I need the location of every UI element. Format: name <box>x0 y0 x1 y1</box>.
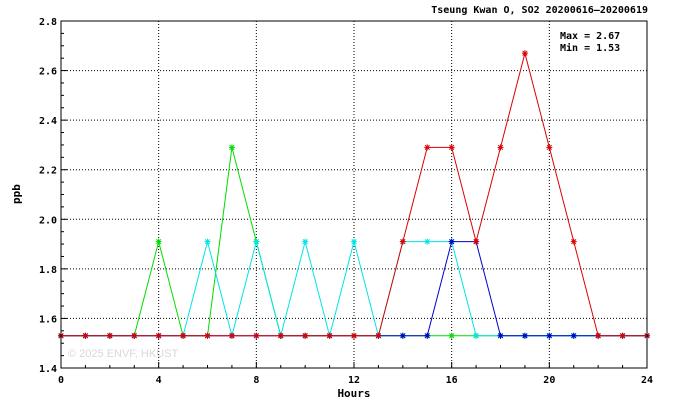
data-point <box>424 238 431 245</box>
chart-title: Tseung Kwan O, SO2 20200616–20200619 <box>431 5 648 16</box>
x-tick-label: 8 <box>253 375 259 386</box>
data-point <box>375 332 382 339</box>
data-point <box>82 332 89 339</box>
x-tick-label: 12 <box>348 375 360 386</box>
data-point <box>497 332 504 339</box>
data-point <box>204 238 211 245</box>
data-point <box>570 332 577 339</box>
data-point <box>619 332 626 339</box>
data-point <box>448 332 455 339</box>
y-tick-label: 2.4 <box>39 116 57 127</box>
y-tick-label: 1.8 <box>39 265 57 276</box>
min-annotation: Min = 1.53 <box>560 42 620 54</box>
x-tick-label: 16 <box>446 375 458 386</box>
y-tick-label: 2.6 <box>39 67 57 78</box>
data-point <box>180 332 187 339</box>
y-tick-label: 1.4 <box>39 364 57 375</box>
y-tick-label: 2.8 <box>39 17 57 28</box>
data-point <box>277 332 284 339</box>
data-point <box>228 144 235 151</box>
data-point <box>473 238 480 245</box>
series-line-4 <box>61 51 647 337</box>
data-point <box>424 332 431 339</box>
data-point <box>448 238 455 245</box>
data-point <box>326 332 333 339</box>
data-point <box>228 332 235 339</box>
x-tick-label: 20 <box>543 375 555 386</box>
data-point <box>131 332 138 339</box>
data-point <box>351 238 357 245</box>
x-tick-label: 4 <box>156 375 162 386</box>
data-point <box>302 332 309 339</box>
data-point <box>155 332 162 339</box>
y-tick-label: 2.0 <box>39 215 57 226</box>
data-point <box>497 144 504 151</box>
data-point <box>546 144 553 151</box>
data-point <box>302 238 309 245</box>
x-tick-label: 0 <box>58 375 64 386</box>
data-point <box>399 238 406 245</box>
max-annotation: Max = 2.67 <box>560 31 620 42</box>
y-axis-label: ppb <box>10 184 23 204</box>
watermark: © 2025 ENVF, HKUST <box>68 348 178 360</box>
x-axis-label: Hours <box>337 387 370 400</box>
x-tick-label: 24 <box>641 375 653 386</box>
data-point <box>448 144 455 151</box>
data-point <box>595 332 602 339</box>
y-tick-label: 1.6 <box>39 314 57 325</box>
data-point <box>399 332 406 339</box>
data-point <box>570 238 577 245</box>
axis-ticks: 0 4 8 12 16 20 24 1.4 1.6 1.8 2.0 2.2 2.4 2.6 2.8 <box>39 17 653 386</box>
y-tick-label: 2.2 <box>39 166 57 177</box>
data-point <box>521 50 528 57</box>
data-point <box>521 332 528 339</box>
data-point <box>546 332 553 339</box>
data-point <box>253 332 260 339</box>
series-layer <box>58 50 650 339</box>
data-point <box>424 144 431 151</box>
data-point <box>253 238 260 245</box>
data-point <box>106 332 113 339</box>
data-point <box>155 238 162 245</box>
data-point <box>204 332 211 339</box>
data-point <box>351 332 357 339</box>
data-point <box>473 332 480 339</box>
grid-lines <box>61 21 647 368</box>
